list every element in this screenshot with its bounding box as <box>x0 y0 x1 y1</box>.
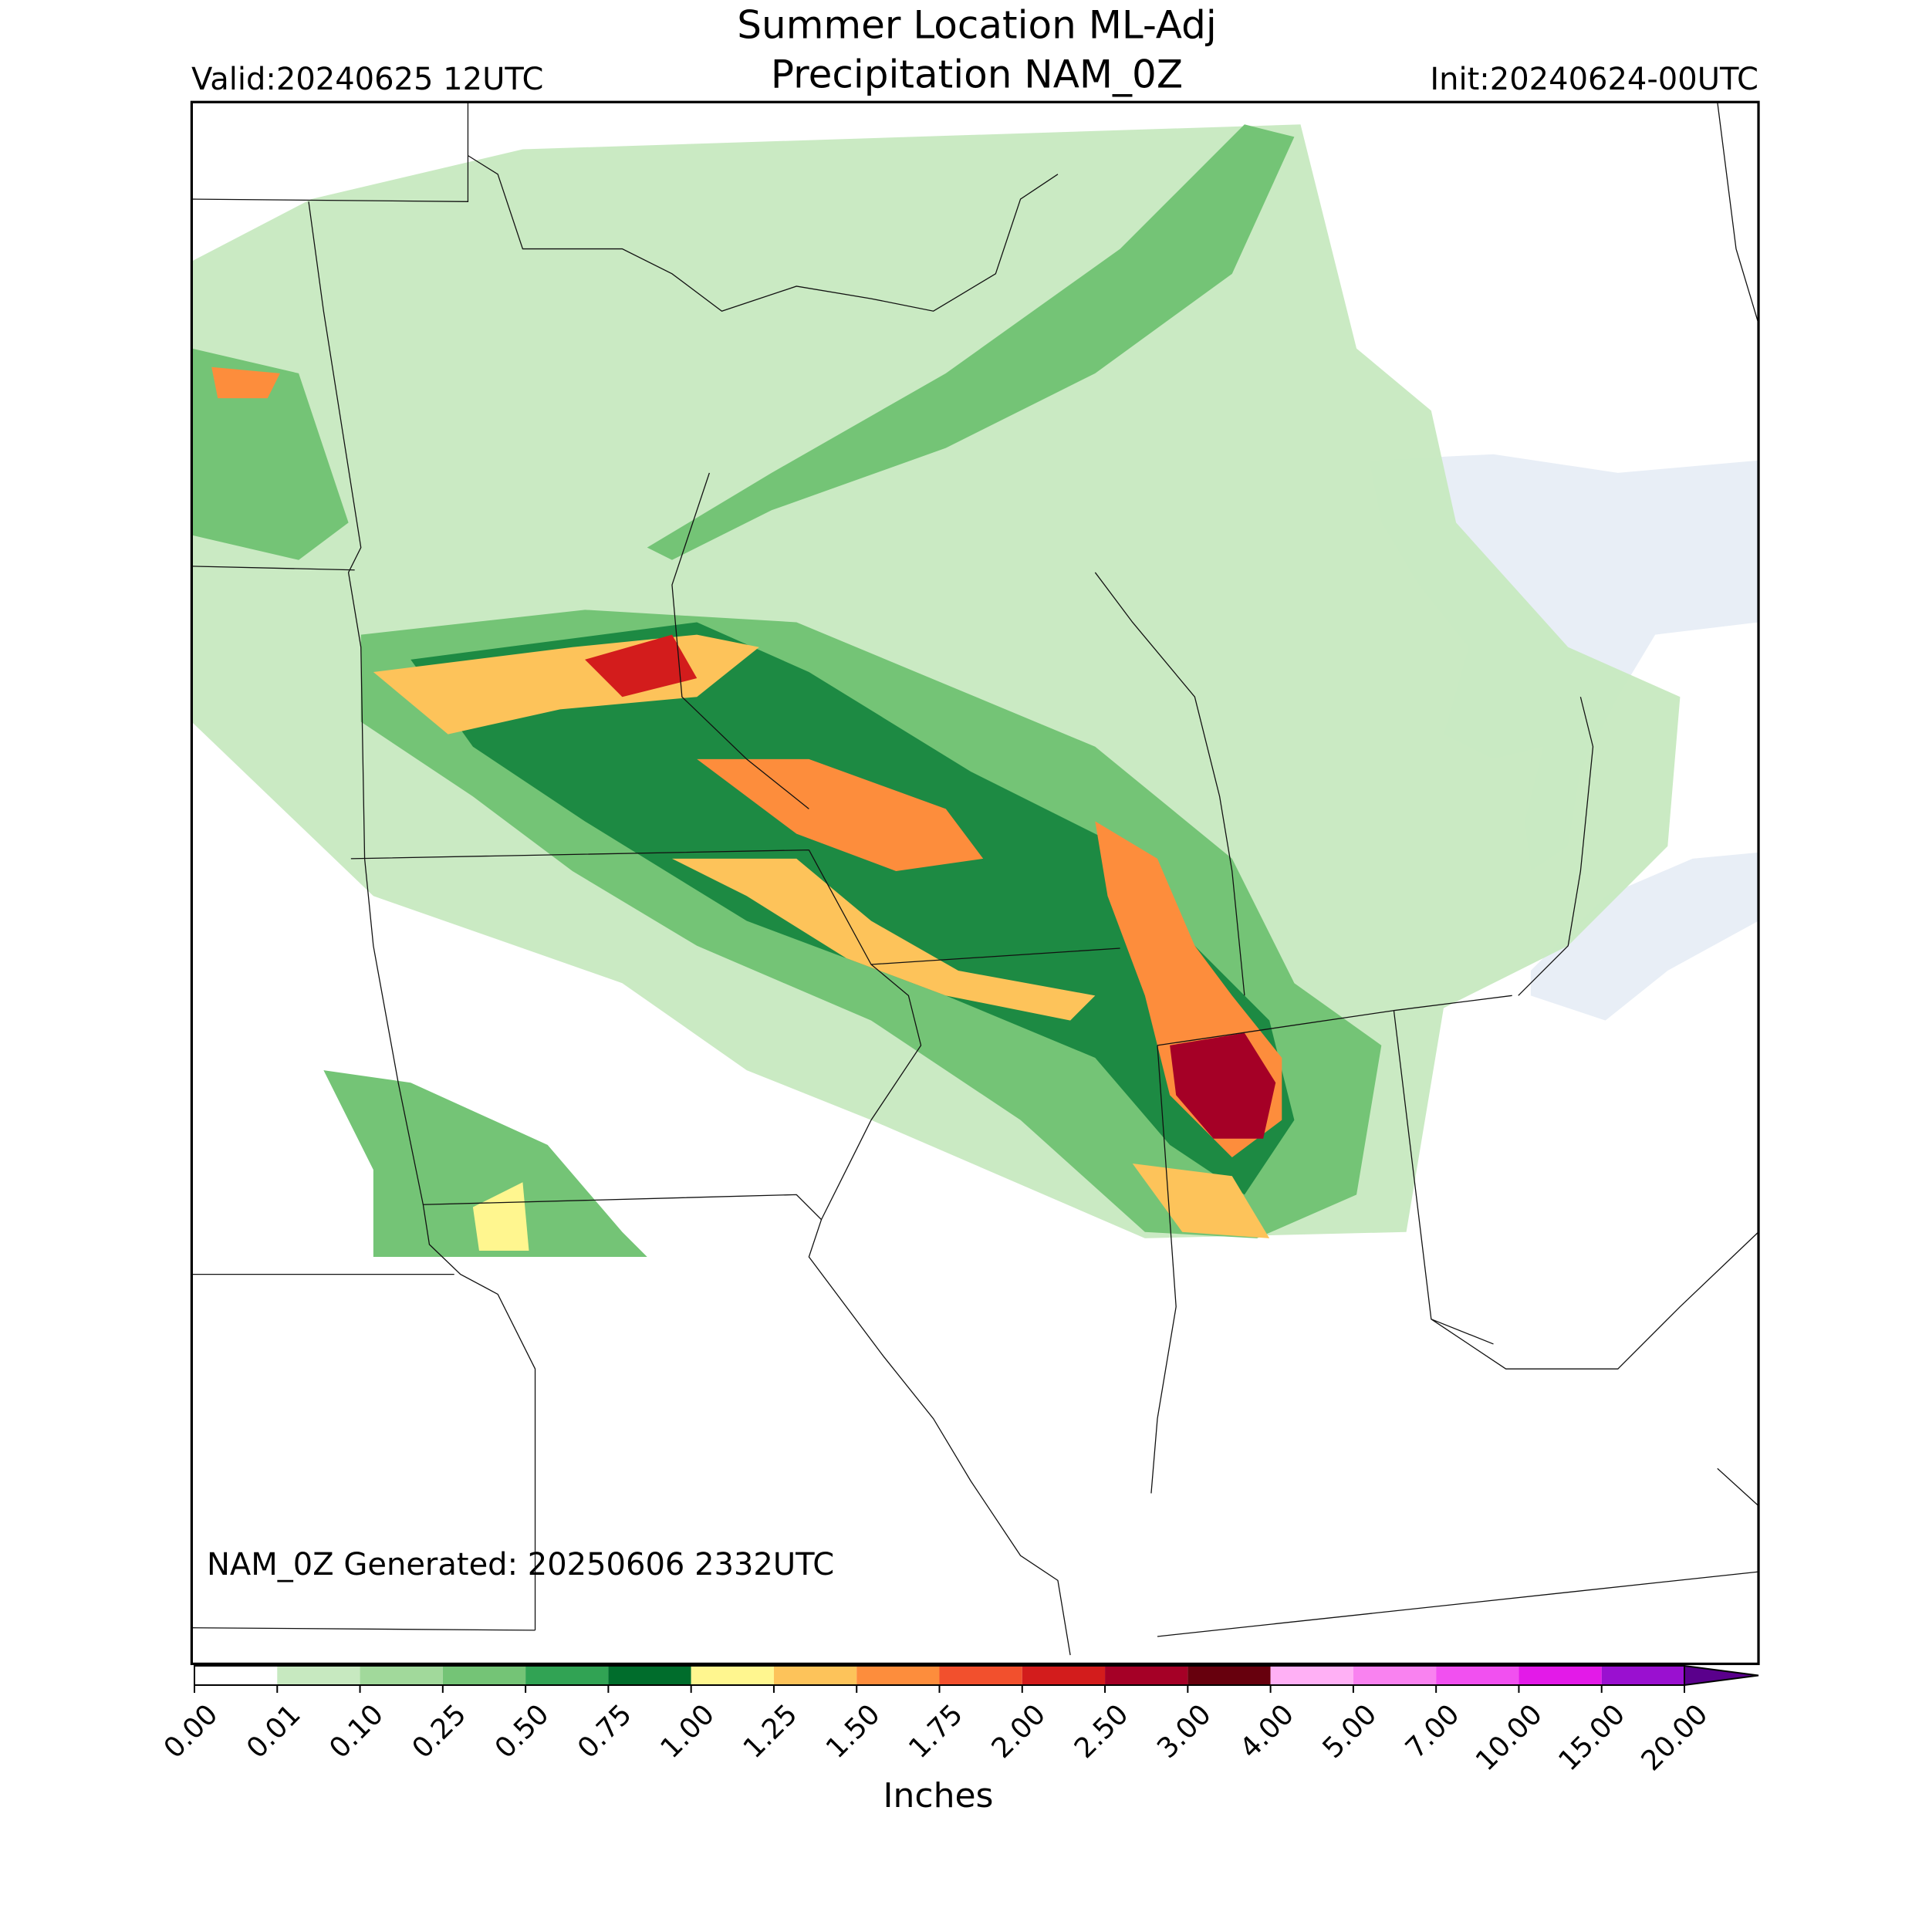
colorbar-segment <box>939 1666 1022 1685</box>
colorbar-segment <box>442 1666 526 1685</box>
colorbar-tick-label: 10.00 <box>1470 1698 1549 1777</box>
colorbar-segment <box>525 1666 609 1685</box>
colorbar-tick-label: 3.00 <box>1151 1698 1218 1765</box>
lake-erie <box>1530 852 1759 1021</box>
colorbar-tick-label: 2.00 <box>986 1698 1052 1765</box>
colorbar-segment <box>1436 1666 1519 1685</box>
precip-band <box>697 758 984 872</box>
precip-band <box>211 366 280 399</box>
colorbar-label: Inches <box>883 1776 994 1815</box>
colorbar-tick-label: 0.01 <box>241 1698 307 1765</box>
colorbar-tick-label: 7.00 <box>1400 1698 1466 1765</box>
precip-band <box>472 1182 529 1251</box>
colorbar-segment <box>194 1666 278 1685</box>
colorbar-segment <box>360 1666 443 1685</box>
precip-moderate <box>647 124 1295 560</box>
colorbar-segment <box>608 1666 691 1685</box>
colorbar-tick-label: 20.00 <box>1636 1698 1714 1777</box>
precip-moderate <box>191 348 349 560</box>
colorbar-segment <box>277 1666 360 1685</box>
colorbar-tick-label: 15.00 <box>1552 1698 1631 1777</box>
colorbar-tick-label: 0.50 <box>489 1698 556 1765</box>
colorbar-segment <box>856 1666 940 1685</box>
colorbar-extension <box>1684 1664 1759 1687</box>
title: Summer Location ML-Adj <box>737 3 1216 48</box>
colorbar-tick-label: 1.25 <box>738 1698 804 1765</box>
colorbar-segment <box>691 1666 774 1685</box>
map <box>190 100 1760 1666</box>
colorbar-tick-label: 0.75 <box>572 1698 638 1765</box>
colorbar-segment <box>1353 1666 1437 1685</box>
colorbar-segment <box>1105 1666 1188 1685</box>
colorbar-tick-label: 1.75 <box>903 1698 969 1765</box>
title: Precipitation NAM_0Z <box>771 52 1183 97</box>
colorbar: 0.00 0.01 0.10 0.25 0.50 0.75 1.00 1.25 1.50 1.75… <box>158 1664 1759 1777</box>
precip-core <box>1170 1032 1276 1139</box>
colorbar-segment <box>1187 1666 1271 1685</box>
precip-core <box>585 634 698 697</box>
colorbar-tick-label: 0.00 <box>158 1698 225 1765</box>
precip-moderate <box>323 1070 647 1258</box>
colorbar-tick-label: 0.25 <box>407 1698 473 1765</box>
colorbar-segment <box>1519 1666 1602 1685</box>
colorbar-tick-label: 5.00 <box>1317 1698 1383 1765</box>
map-frame <box>190 100 1760 1666</box>
valid-time: Valid:20240625 12UTC <box>191 62 543 97</box>
colorbar-segment <box>1601 1666 1684 1685</box>
colorbar-tick-label: 4.00 <box>1234 1698 1300 1765</box>
colorbar-tick-label: 0.10 <box>323 1698 390 1765</box>
init-time: Init:20240624-00UTC <box>1430 62 1758 97</box>
colorbar-segment <box>1022 1666 1106 1685</box>
generated-note: NAM_0Z Generated: 20250606 2332UTC <box>207 1547 834 1582</box>
colorbar-tick-label: 2.50 <box>1069 1698 1135 1765</box>
precip-band <box>671 858 1096 1021</box>
colorbar-segment <box>773 1666 857 1685</box>
map-content <box>191 102 1759 1656</box>
colorbar-tick-label: 1.50 <box>820 1698 887 1765</box>
colorbar-tick-label: 1.00 <box>654 1698 721 1765</box>
colorbar-segment <box>1270 1666 1353 1685</box>
